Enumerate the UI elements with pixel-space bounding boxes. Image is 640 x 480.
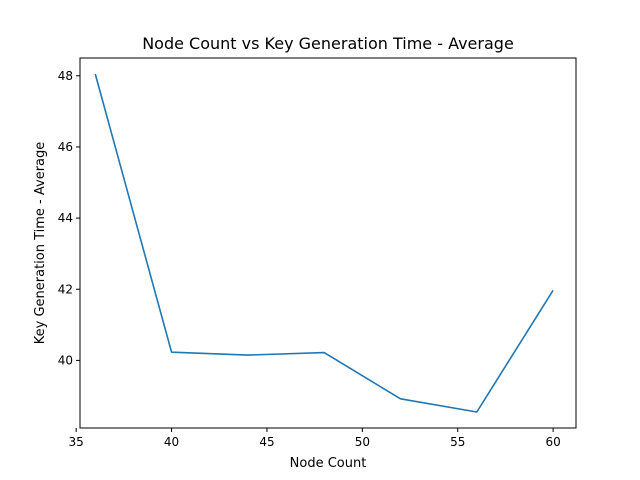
axes-frame (79, 57, 577, 429)
y-axis-label: Key Generation Time - Average (33, 142, 48, 345)
y-tick-label: 40 (58, 353, 73, 367)
y-tick-label: 48 (58, 69, 73, 83)
x-tick-label: 50 (355, 435, 370, 449)
x-axis: 35 40 45 50 55 60 (69, 428, 561, 449)
x-tick-label: 40 (164, 435, 179, 449)
plot-area (94, 73, 554, 413)
x-axis-label: Node Count (290, 456, 367, 471)
series-line-0 (94, 73, 554, 413)
y-tick-label: 44 (58, 211, 73, 225)
y-tick-label: 42 (58, 282, 73, 296)
x-tick-label: 55 (450, 435, 465, 449)
x-tick-label: 45 (259, 435, 274, 449)
x-tick-label: 35 (69, 435, 84, 449)
y-tick-label: 46 (58, 140, 73, 154)
x-tick-label: 60 (545, 435, 560, 449)
chart-title: Node Count vs Key Generation Time - Aver… (142, 34, 514, 53)
y-axis: 40 42 44 46 48 (58, 69, 80, 367)
